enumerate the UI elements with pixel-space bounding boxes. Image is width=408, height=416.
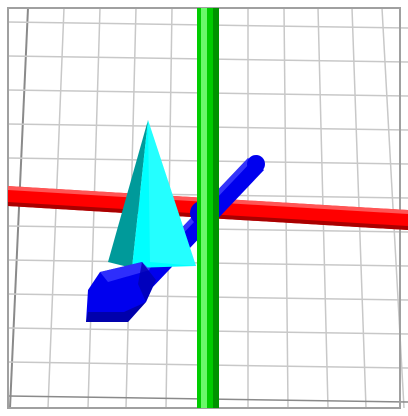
- cyan-cone: [108, 120, 196, 268]
- y-axis-green-cylinder: [197, 8, 219, 408]
- blue-arrow-head: [86, 262, 156, 322]
